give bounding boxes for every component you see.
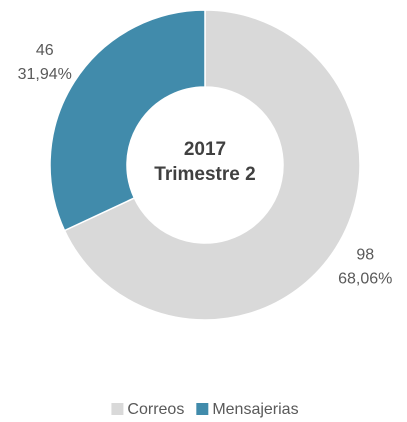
slice: [63, 9, 361, 321]
legend-swatch: [111, 403, 124, 415]
legend-label: Correos: [127, 401, 184, 418]
value-label: 46: [36, 42, 54, 59]
legend-label: Mensajerias: [212, 401, 298, 418]
legend-swatch: [196, 403, 209, 415]
value-label: 98: [356, 246, 374, 263]
center-title: 2017: [184, 139, 226, 160]
percentage-label: 68,06%: [338, 270, 392, 287]
slice: [49, 9, 206, 232]
center-subtitle: Trimestre 2: [154, 164, 255, 185]
percentage-label: 31,94%: [18, 66, 72, 83]
